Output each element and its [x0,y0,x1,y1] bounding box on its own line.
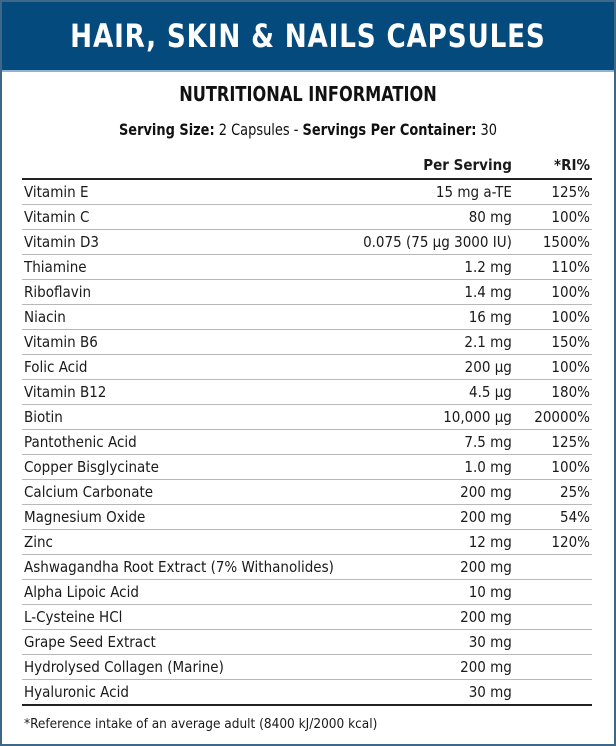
ri-percent: 125% [511,429,592,455]
ri-percent: 25% [511,479,592,505]
table-row: Hyaluronic Acid 30 mg [22,679,592,706]
per-serving-amount: 30 mg [333,679,512,706]
nutrient-name: Niacin [22,304,334,330]
per-serving-amount: 1.2 mg [333,254,512,280]
nutrient-name: Pantothenic Acid [22,429,334,455]
product-title: HAIR, SKIN & NAILS CAPSULES [70,17,546,55]
ri-percent: 100% [511,454,592,480]
nutrient-name: Vitamin D3 [22,229,334,255]
ri-percent [511,604,592,630]
table-row: Copper Bisglycinate 1.0 mg 100% [22,454,592,480]
table-row: Calcium Carbonate 200 mg 25% [22,479,592,505]
header-per-serving: Per Serving [333,154,512,180]
nutrient-name: Alpha Lipoic Acid [22,579,334,605]
nutrient-name: Folic Acid [22,354,334,380]
per-serving-amount: 10 mg [333,579,512,605]
nutrient-name: Thiamine [22,254,334,280]
table-row: Vitamin C 80 mg 100% [22,204,592,230]
per-serving-amount: 200 mg [333,554,512,580]
nutrition-table: Per Serving *RI% Vitamin E 15 mg a-TE 125%… [22,154,592,706]
per-serving-amount: 10,000 µg [333,404,512,430]
ri-percent: 110% [511,254,592,280]
ri-percent: 100% [511,204,592,230]
ri-percent [511,579,592,605]
table-row: Vitamin B6 2.1 mg 150% [22,329,592,355]
nutrient-name: Riboflavin [22,279,334,305]
per-serving-amount: 2.1 mg [333,329,512,355]
table-row: L-Cysteine HCl 200 mg [22,604,592,630]
per-serving-amount: 7.5 mg [333,429,512,455]
nutrient-name: Vitamin E [22,179,334,205]
table-row: Biotin 10,000 µg 20000% [22,404,592,430]
table-row: Riboflavin 1.4 mg 100% [22,279,592,305]
per-serving-amount: 15 mg a-TE [333,179,512,205]
nutrient-name: Zinc [22,529,334,555]
table-row: Vitamin E 15 mg a-TE 125% [22,179,592,205]
per-serving-amount: 200 mg [333,504,512,530]
nutrient-name: Magnesium Oxide [22,504,334,530]
nutrient-name: Hydrolysed Collagen (Marine) [22,654,334,680]
per-serving-amount: 200 mg [333,479,512,505]
nutrient-name: L-Cysteine HCl [22,604,334,630]
table-row: Magnesium Oxide 200 mg 54% [22,504,592,530]
ri-percent: 1500% [511,229,592,255]
table-row: Grape Seed Extract 30 mg [22,629,592,655]
ri-percent: 100% [511,279,592,305]
per-serving-amount: 80 mg [333,204,512,230]
per-serving-amount: 0.075 (75 µg 3000 IU) [333,229,512,255]
table-row: Niacin 16 mg 100% [22,304,592,330]
servings-per-container-value: 30 [480,120,498,139]
ri-percent: 20000% [511,404,592,430]
table-header-row: Per Serving *RI% [22,154,592,180]
per-serving-amount: 1.4 mg [333,279,512,305]
ri-percent: 100% [511,304,592,330]
nutrient-name: Calcium Carbonate [22,479,334,505]
ri-percent [511,629,592,655]
serving-size-value: 2 Capsules - [218,120,299,139]
nutrient-name: Vitamin C [22,204,334,230]
ri-percent [511,679,592,706]
ri-percent [511,554,592,580]
nutrient-name: Hyaluronic Acid [22,679,334,706]
table-row: Pantothenic Acid 7.5 mg 125% [22,429,592,455]
ri-percent: 120% [511,529,592,555]
per-serving-amount: 4.5 µg [333,379,512,405]
table-row: Thiamine 1.2 mg 110% [22,254,592,280]
table-row: Vitamin B12 4.5 µg 180% [22,379,592,405]
table-row: Ashwagandha Root Extract (7% Withanolide… [22,554,592,580]
table-row: Folic Acid 200 µg 100% [22,354,592,380]
per-serving-amount: 30 mg [333,629,512,655]
footnote: *Reference intake of an average adult (8… [24,716,378,732]
nutrient-name: Ashwagandha Root Extract (7% Withanolide… [22,554,334,580]
serving-size-label: Serving Size: [118,120,215,139]
header-name [22,154,334,180]
nutrient-name: Vitamin B6 [22,329,334,355]
header-ri: *RI% [511,154,592,180]
ri-percent: 150% [511,329,592,355]
nutrient-name: Vitamin B12 [22,379,334,405]
table-row: Alpha Lipoic Acid 10 mg [22,579,592,605]
ri-percent: 125% [511,179,592,205]
table-row: Hydrolysed Collagen (Marine) 200 mg [22,654,592,680]
per-serving-amount: 200 µg [333,354,512,380]
ri-percent: 100% [511,354,592,380]
ri-percent [511,654,592,680]
section-heading: NUTRITIONAL INFORMATION [179,82,437,106]
per-serving-amount: 16 mg [333,304,512,330]
title-banner: HAIR, SKIN & NAILS CAPSULES [2,2,614,72]
ri-percent: 54% [511,504,592,530]
nutrient-name: Grape Seed Extract [22,629,334,655]
per-serving-amount: 1.0 mg [333,454,512,480]
table-row: Zinc 12 mg 120% [22,529,592,555]
ri-percent: 180% [511,379,592,405]
per-serving-amount: 12 mg [333,529,512,555]
servings-per-container-label: Servings Per Container: [302,120,477,139]
table-row: Vitamin D3 0.075 (75 µg 3000 IU) 1500% [22,229,592,255]
per-serving-amount: 200 mg [333,654,512,680]
nutrient-name: Biotin [22,404,334,430]
serving-info: Serving Size: 2 Capsules - Servings Per … [33,120,584,139]
per-serving-amount: 200 mg [333,604,512,630]
nutrient-name: Copper Bisglycinate [22,454,334,480]
